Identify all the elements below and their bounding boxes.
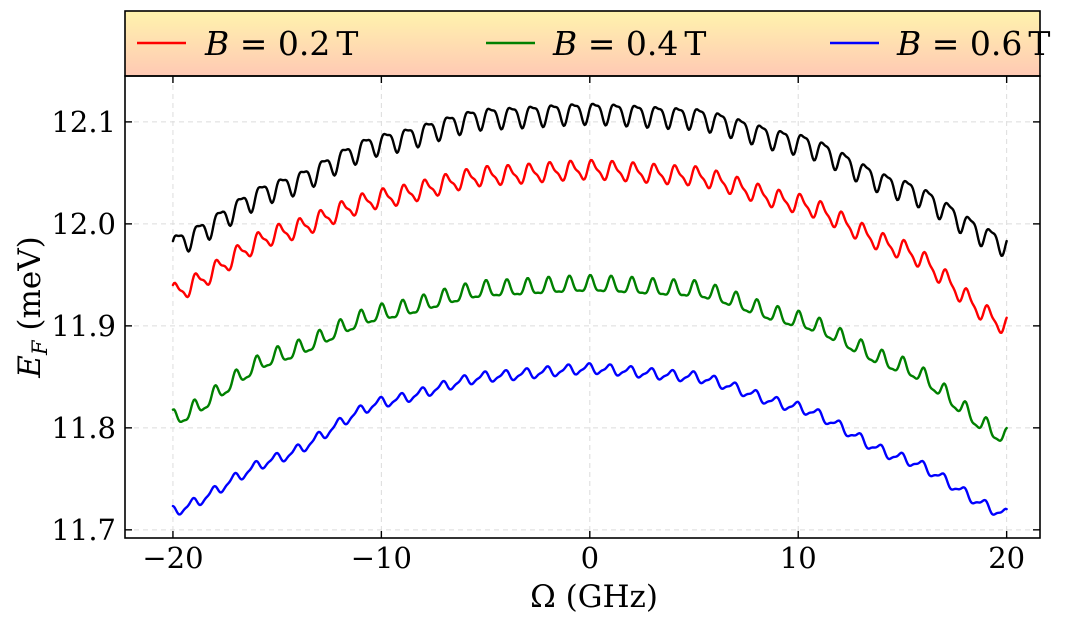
- y-tick-label: 11.7: [51, 513, 116, 547]
- legend: B = 0.2 T B = 0.4 T B = 0.6 T: [124, 10, 1050, 77]
- grid: [125, 76, 1040, 538]
- y-axis-label: EF (meV): [12, 236, 52, 378]
- x-tick-label: 20: [988, 541, 1025, 575]
- series-line-0-4: [171, 273, 1008, 442]
- legend-box: [124, 10, 1041, 77]
- x-tick-label: −20: [142, 541, 203, 575]
- x-tick-label: 10: [780, 541, 817, 575]
- legend-label-2: B = 0.4 T: [552, 24, 706, 63]
- y-tick-label: 11.9: [51, 309, 116, 343]
- y-tick-label: 11.8: [51, 411, 116, 445]
- legend-entry-3: B = 0.6 T: [830, 24, 1050, 63]
- series-line-reference: [171, 102, 1008, 258]
- series-layer: [171, 102, 1008, 516]
- legend-entry-2: B = 0.4 T: [486, 24, 706, 63]
- series-line-0-2: [171, 158, 1008, 335]
- legend-label-3: B = 0.6 T: [896, 24, 1050, 63]
- ticks: −20 −10 0 10 20 11.7 11.8 11.9 12.0 12.1: [51, 76, 1040, 575]
- plot-frame: [124, 75, 1041, 539]
- legend-entry-1: B = 0.2 T: [137, 24, 358, 63]
- y-tick-label: 12.1: [51, 105, 116, 139]
- series-line-0-6: [171, 362, 1008, 516]
- x-tick-label: −10: [351, 541, 412, 575]
- x-axis-label: Ω (GHz): [530, 579, 658, 615]
- x-tick-label: 0: [581, 541, 599, 575]
- y-tick-label: 12.0: [51, 207, 116, 241]
- legend-label-1: B = 0.2 T: [204, 24, 358, 63]
